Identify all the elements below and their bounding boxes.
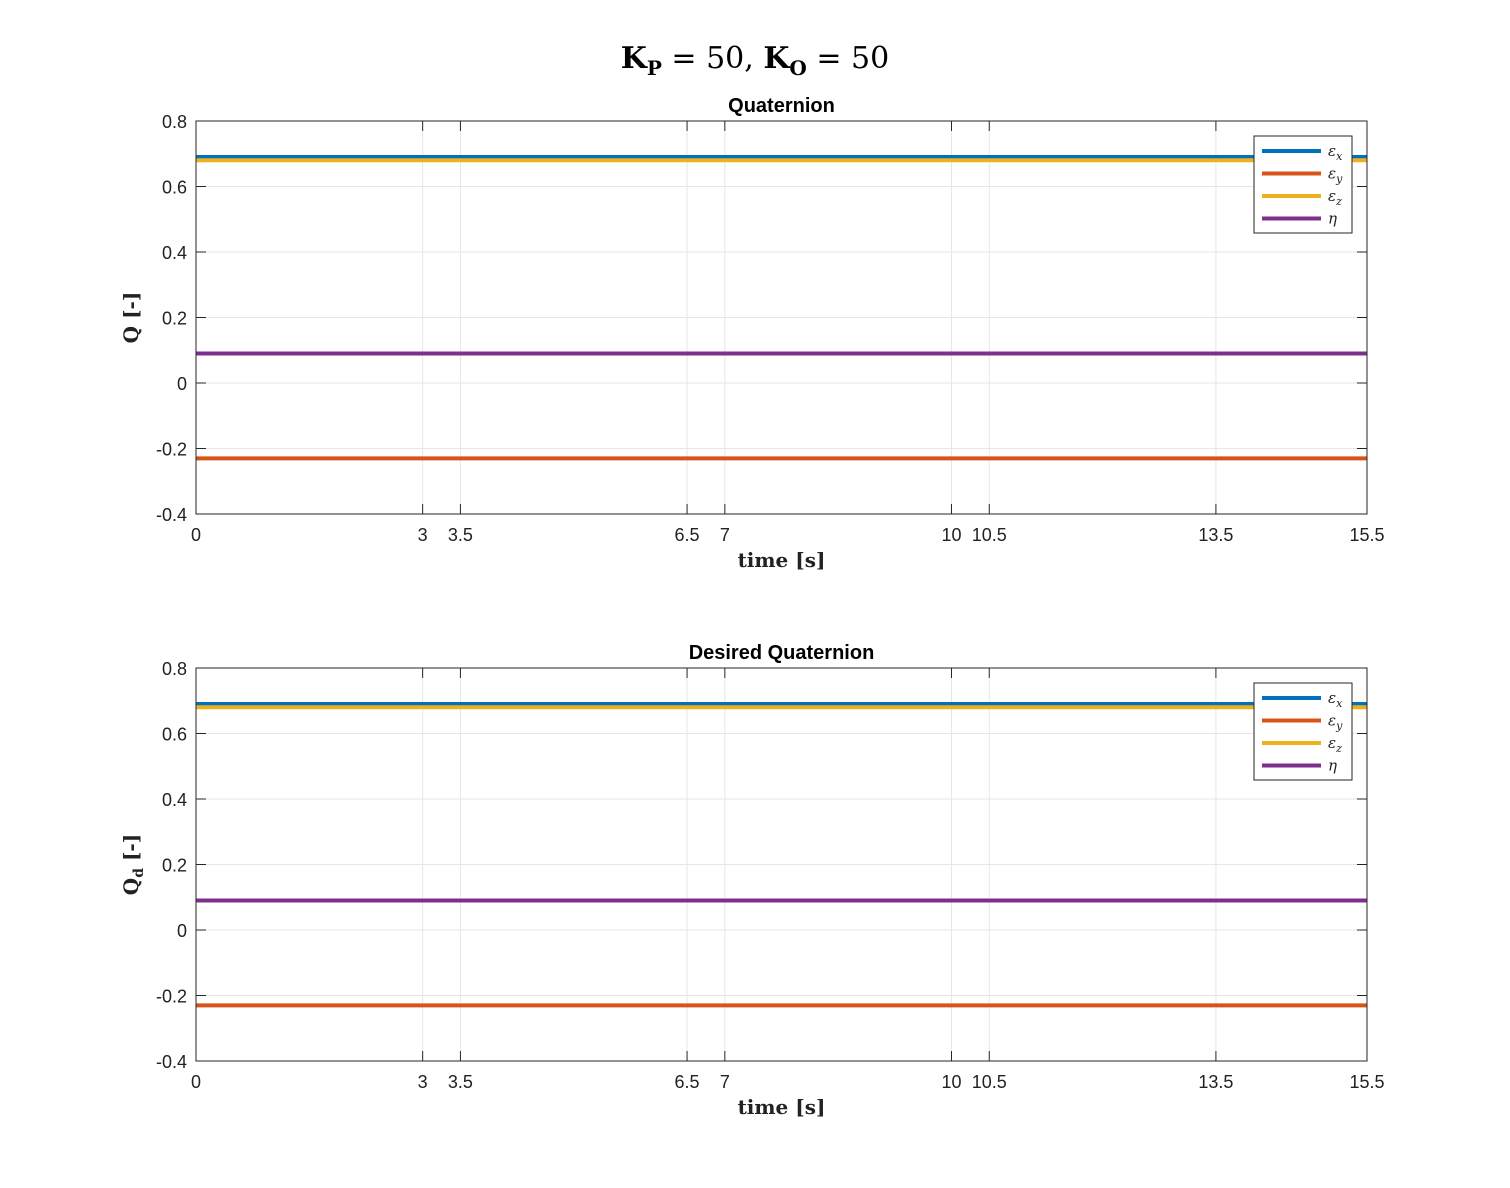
- x-tick-label: 13.5: [1198, 1072, 1233, 1092]
- y-axis-label: Q [-]: [119, 292, 143, 344]
- suptitle-k1-sub: P: [647, 56, 662, 80]
- y-tick-label: 0: [177, 921, 187, 941]
- axes-title: Desired Quaternion: [689, 642, 875, 664]
- legend-label-epsilon-z: εz: [1328, 187, 1342, 208]
- x-tick-label: 3.5: [448, 525, 473, 545]
- x-tick-label: 0: [191, 1072, 201, 1092]
- suptitle-k1: K: [621, 41, 648, 76]
- subplot-desired-quaternion: 0 3 3.5 6.5 7 10 10.5 13.5 15.5 -0.4 -0.2 0 0.2 0.4 0.…: [119, 642, 1385, 1119]
- x-tick-label: 6.5: [675, 1072, 700, 1092]
- legend-label-epsilon-x: εx: [1328, 142, 1343, 163]
- suptitle-k2: K: [763, 41, 790, 76]
- y-tick-label: 0.2: [162, 856, 187, 876]
- y-tick-label: 0.8: [162, 659, 187, 679]
- y-tick-label: 0.6: [162, 178, 187, 198]
- subplot-quaternion: 0 3 3.5 6.5 7 10 10.5 13.5 15.5 -0.4 -0.2 0 0.2 0.4 0.…: [119, 95, 1385, 572]
- y-axis-label: Qd [-]: [119, 834, 147, 895]
- x-tick-label: 10: [941, 1072, 961, 1092]
- x-tick-label: 10: [941, 525, 961, 545]
- suptitle-eq2: = 50: [807, 41, 889, 76]
- legend-label-eta: η: [1328, 757, 1337, 775]
- legend-label-epsilon-y: εy: [1328, 165, 1343, 186]
- x-tick-label: 3.5: [448, 1072, 473, 1092]
- x-axis-label: time [s]: [738, 1095, 826, 1119]
- legend-label-epsilon-x: εx: [1328, 689, 1343, 710]
- y-tick-label: -0.4: [156, 505, 187, 525]
- y-tick-label: 0.2: [162, 309, 187, 329]
- y-tick-label: -0.2: [156, 987, 187, 1007]
- legend-label-epsilon-z: εz: [1328, 734, 1342, 755]
- x-tick-label: 7: [720, 1072, 730, 1092]
- x-tick-label: 7: [720, 525, 730, 545]
- y-tick-label: -0.4: [156, 1052, 187, 1072]
- x-tick-label: 15.5: [1349, 525, 1384, 545]
- suptitle-k2-sub: O: [789, 56, 806, 80]
- axes-title: Quaternion: [728, 95, 835, 117]
- x-tick-label: 10.5: [972, 525, 1007, 545]
- x-tick-label: 6.5: [675, 525, 700, 545]
- x-axis-label: time [s]: [738, 548, 826, 572]
- figure-suptitle: KP = 50, KO = 50: [621, 41, 889, 80]
- y-tick-label: 0.4: [162, 243, 187, 263]
- legend-label-epsilon-y: εy: [1328, 712, 1343, 733]
- suptitle-eq1: = 50,: [662, 41, 763, 76]
- legend-label-eta: η: [1328, 210, 1337, 228]
- x-tick-label: 3: [418, 1072, 428, 1092]
- y-tick-label: -0.2: [156, 440, 187, 460]
- y-tick-label: 0.4: [162, 790, 187, 810]
- x-tick-label: 3: [418, 525, 428, 545]
- y-tick-label: 0.8: [162, 112, 187, 132]
- y-tick-label: 0: [177, 374, 187, 394]
- x-tick-label: 15.5: [1349, 1072, 1384, 1092]
- y-tick-label: 0.6: [162, 725, 187, 745]
- x-tick-label: 13.5: [1198, 525, 1233, 545]
- x-tick-label: 0: [191, 525, 201, 545]
- x-tick-label: 10.5: [972, 1072, 1007, 1092]
